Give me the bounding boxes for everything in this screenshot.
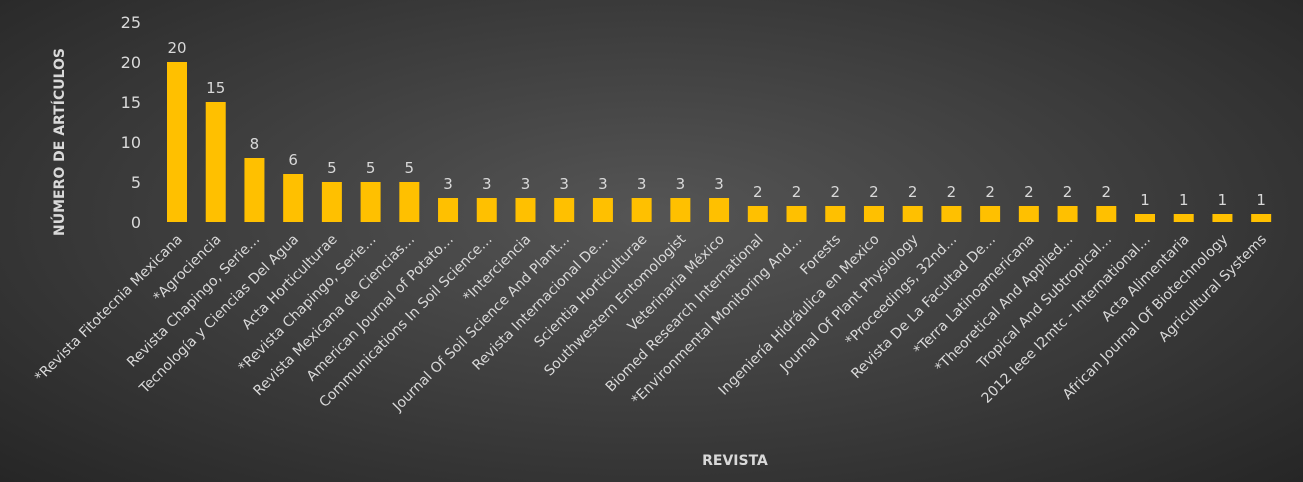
data-label: 2 — [753, 183, 763, 201]
bar — [1135, 214, 1155, 222]
y-tick-label: 15 — [121, 93, 141, 112]
data-label: 3 — [482, 175, 492, 193]
data-label: 15 — [206, 79, 225, 97]
bar — [747, 206, 768, 222]
data-label: 1 — [1140, 191, 1150, 209]
x-axis-label: REVISTA — [702, 453, 768, 469]
bar — [670, 198, 691, 222]
bar — [438, 198, 459, 222]
data-label: 3 — [714, 175, 724, 193]
y-tick-label: 0 — [131, 213, 141, 232]
data-label: 2 — [1102, 183, 1112, 201]
bar — [825, 206, 846, 222]
bar — [399, 182, 420, 222]
data-label: 1 — [1218, 191, 1228, 209]
data-label: 1 — [1179, 191, 1189, 209]
bar — [244, 158, 265, 222]
bar — [167, 62, 187, 222]
data-label: 2 — [908, 183, 918, 201]
data-label: 3 — [443, 175, 453, 193]
data-label: 5 — [405, 159, 415, 177]
data-label: 3 — [598, 175, 608, 193]
bar — [554, 198, 575, 222]
data-label: 2 — [985, 183, 995, 201]
bar — [1173, 214, 1194, 222]
bar — [360, 182, 381, 222]
y-tick-label: 20 — [121, 53, 141, 72]
bar — [631, 198, 652, 222]
data-label: 2 — [830, 183, 840, 201]
data-label: 20 — [167, 39, 186, 57]
y-tick-label: 25 — [121, 13, 141, 32]
data-label: 2 — [869, 183, 879, 201]
bar — [205, 102, 226, 222]
x-tick-label: *Interciencia — [460, 232, 534, 306]
data-labels: 20 15 8 6 5 5 5 3 3 3 3 3 3 3 3 2 2 2 2 2 2 2 2 2 2 1 1 1 1 — [167, 39, 1265, 209]
y-axis-label: NÚMERO DE ARTÍCULOS — [50, 48, 68, 236]
data-label: 5 — [366, 159, 376, 177]
bar — [476, 198, 497, 222]
x-axis-ticks: *Revista Fitotecnia Mexicana*Agrociencia… — [32, 231, 1270, 415]
bar — [1057, 206, 1078, 222]
data-label: 3 — [637, 175, 647, 193]
bar — [1096, 206, 1117, 222]
bar — [515, 198, 536, 222]
bar — [1251, 214, 1272, 222]
bar — [321, 182, 342, 222]
bar — [902, 206, 923, 222]
data-label: 3 — [559, 175, 569, 193]
bar — [863, 206, 884, 222]
bar — [941, 206, 962, 222]
bar — [1212, 214, 1233, 222]
y-axis-ticks: 0 5 10 15 20 25 — [121, 13, 141, 232]
data-label: 3 — [676, 175, 686, 193]
data-label: 8 — [250, 135, 260, 153]
x-tick-label: *Agrociencia — [151, 232, 225, 306]
data-label: 2 — [1024, 183, 1034, 201]
bar — [980, 206, 1001, 222]
data-label: 6 — [288, 151, 298, 169]
data-label: 5 — [327, 159, 337, 177]
data-label: 1 — [1256, 191, 1266, 209]
y-tick-label: 5 — [131, 173, 141, 192]
data-label: 3 — [521, 175, 531, 193]
bar — [709, 198, 730, 222]
bar — [1018, 206, 1039, 222]
bar — [592, 198, 613, 222]
y-tick-label: 10 — [121, 133, 141, 152]
bar — [283, 174, 304, 222]
bar — [786, 206, 807, 222]
data-label: 2 — [1063, 183, 1073, 201]
data-label: 2 — [792, 183, 802, 201]
bars — [167, 62, 1272, 222]
data-label: 2 — [947, 183, 957, 201]
